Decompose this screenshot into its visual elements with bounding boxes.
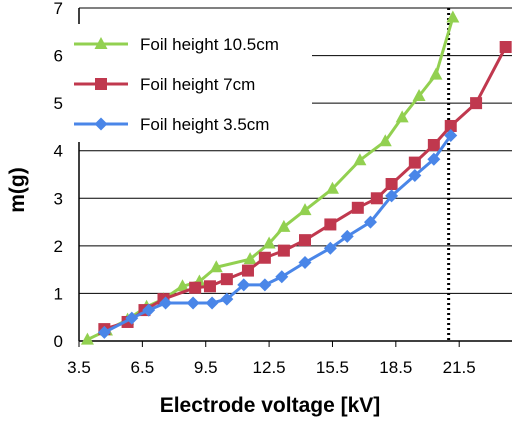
data-point [395, 110, 409, 123]
x-tick-label: 12.5 [253, 358, 286, 377]
data-point [241, 264, 254, 277]
data-point [353, 153, 367, 166]
series-diamond [97, 128, 458, 339]
data-point [205, 296, 219, 310]
x-tick-label: 6.5 [131, 358, 155, 377]
data-point [444, 128, 458, 142]
data-point [378, 134, 392, 147]
y-tick-label: 0 [54, 332, 63, 351]
data-point [408, 168, 422, 182]
data-point [385, 189, 399, 203]
x-tick-label: 21.5 [443, 358, 476, 377]
legend-label: Foil height 3.5cm [140, 115, 269, 134]
legend-item: Foil height 3.5cm [74, 115, 269, 134]
data-point [80, 332, 94, 345]
data-point [351, 201, 364, 214]
data-point [325, 181, 339, 194]
y-tick-label: 5 [54, 94, 63, 113]
data-point [340, 229, 354, 243]
data-point [220, 292, 234, 306]
legend-item: Foil height 7cm [74, 75, 255, 94]
data-point [299, 234, 312, 247]
legend-swatch-marker [94, 117, 108, 131]
data-point [189, 281, 202, 294]
data-point [363, 215, 377, 229]
legend-swatch-marker [94, 37, 108, 49]
y-tick-label: 6 [54, 47, 63, 66]
data-point [209, 260, 223, 273]
data-point [444, 119, 457, 132]
x-tick-label: 3.5 [67, 358, 91, 377]
data-point [408, 156, 421, 169]
data-point [323, 241, 337, 255]
data-point [499, 41, 512, 54]
data-point [142, 303, 156, 317]
x-tick-label: 18.5 [379, 358, 412, 377]
data-point [429, 67, 443, 80]
data-point [275, 270, 289, 284]
series-group [80, 10, 512, 345]
data-point [258, 278, 272, 292]
data-point [220, 273, 233, 286]
x-tick-label: 15.5 [316, 358, 349, 377]
data-point [175, 279, 189, 292]
data-point [298, 256, 312, 270]
y-tick-label: 2 [54, 237, 63, 256]
y-axis-title: m(g) [6, 167, 29, 213]
legend-swatch-marker [95, 78, 107, 90]
y-tick-label: 7 [54, 0, 63, 18]
data-point [203, 280, 216, 293]
y-tick-label: 1 [54, 284, 63, 303]
data-point [262, 236, 276, 249]
y-tick-label: 4 [54, 142, 63, 161]
data-point [97, 325, 111, 339]
legend: Foil height 10.5cm Foil height 7cm Foil he… [64, 24, 312, 142]
data-point [427, 139, 440, 152]
tick-labels: 0 1 2 3 4 5 6 7 3.5 6.5 9.5 12.5 15.5 18.5 21.5 [54, 0, 476, 377]
data-point [277, 219, 291, 232]
data-point [370, 192, 383, 205]
data-point [125, 311, 139, 325]
x-axis-title: Electrode voltage [kV] [160, 394, 381, 417]
y-tick-label: 3 [54, 189, 63, 208]
legend-label: Foil height 7cm [140, 75, 255, 94]
data-point [385, 178, 398, 191]
data-point [243, 252, 257, 265]
data-point [470, 97, 483, 110]
data-point [186, 296, 200, 310]
data-point [159, 296, 173, 310]
data-point [258, 251, 271, 264]
data-point [324, 218, 337, 231]
data-point [427, 152, 441, 166]
data-point [446, 10, 460, 23]
legend-label: Foil height 10.5cm [140, 35, 279, 54]
data-point [237, 278, 251, 292]
data-point [412, 89, 426, 102]
data-point [298, 203, 312, 216]
x-tick-label: 9.5 [194, 358, 218, 377]
data-point [277, 244, 290, 257]
legend-item: Foil height 10.5cm [74, 35, 279, 54]
